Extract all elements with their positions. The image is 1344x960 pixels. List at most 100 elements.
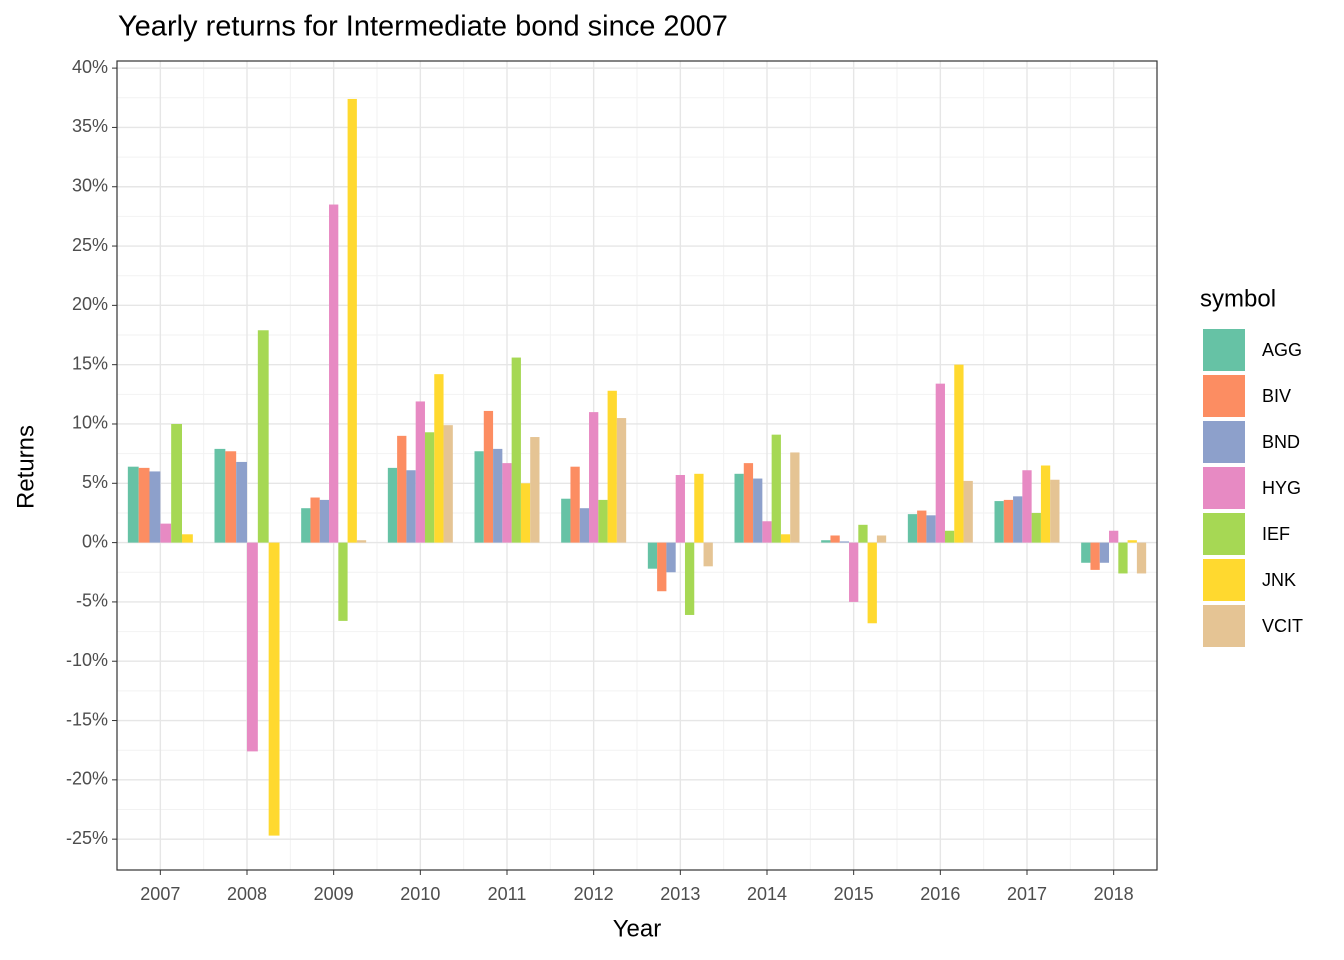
bar bbox=[1003, 499, 1014, 543]
bar bbox=[1081, 542, 1091, 563]
bar bbox=[666, 542, 676, 573]
legend-label: IEF bbox=[1262, 524, 1290, 544]
bar bbox=[1109, 530, 1119, 543]
x-tick-label: 2013 bbox=[660, 884, 700, 904]
bar bbox=[530, 437, 540, 543]
bar bbox=[149, 471, 161, 543]
bar bbox=[236, 461, 247, 543]
bar bbox=[703, 542, 713, 567]
bar bbox=[434, 374, 444, 543]
bar bbox=[589, 412, 599, 543]
bar bbox=[780, 534, 791, 543]
bar bbox=[790, 452, 800, 543]
bar bbox=[753, 478, 763, 543]
bar bbox=[1136, 542, 1147, 574]
plot-border bbox=[116, 60, 1158, 871]
bar bbox=[935, 383, 945, 543]
bar bbox=[415, 401, 425, 543]
bar bbox=[257, 330, 269, 543]
y-tick-label: 40% bbox=[72, 57, 108, 77]
bar bbox=[867, 542, 877, 624]
bar bbox=[734, 473, 744, 543]
bar bbox=[926, 515, 936, 543]
bar bbox=[1040, 465, 1051, 543]
bar bbox=[579, 508, 590, 543]
bar bbox=[994, 501, 1004, 543]
y-tick-label: -15% bbox=[66, 709, 108, 729]
bar bbox=[954, 364, 964, 543]
legend-key bbox=[1203, 605, 1245, 647]
x-tick-label: 2011 bbox=[488, 884, 527, 904]
bar bbox=[561, 498, 571, 543]
x-tick-label: 2014 bbox=[747, 884, 787, 904]
bar bbox=[821, 540, 831, 543]
bar bbox=[520, 483, 531, 543]
bar bbox=[511, 357, 521, 543]
bar bbox=[944, 530, 955, 543]
legend-label: BIV bbox=[1262, 386, 1291, 406]
bar bbox=[771, 434, 781, 543]
bar bbox=[694, 473, 704, 543]
bar bbox=[214, 448, 226, 543]
legend-key bbox=[1203, 467, 1245, 509]
bar bbox=[762, 521, 772, 543]
legend-label: JNK bbox=[1262, 570, 1296, 590]
y-tick-label: 20% bbox=[72, 294, 108, 314]
y-tick-label: -25% bbox=[66, 828, 108, 848]
legend-title: symbol bbox=[1200, 285, 1276, 312]
bar bbox=[570, 466, 580, 543]
x-tick-label: 2012 bbox=[574, 884, 614, 904]
bar bbox=[849, 542, 859, 602]
bar bbox=[474, 451, 484, 543]
y-tick-label: 30% bbox=[72, 175, 108, 195]
bar bbox=[858, 524, 868, 543]
bar bbox=[876, 535, 887, 543]
bar bbox=[356, 540, 367, 543]
bar bbox=[830, 535, 840, 543]
bar bbox=[1013, 496, 1023, 543]
y-axis-title: Returns bbox=[12, 425, 39, 509]
bar bbox=[1090, 542, 1100, 570]
bar bbox=[675, 474, 685, 543]
bar bbox=[127, 466, 139, 543]
bar bbox=[171, 423, 182, 543]
bar bbox=[225, 451, 237, 543]
bar bbox=[424, 432, 435, 543]
x-tick-label: 2015 bbox=[834, 884, 874, 904]
legend-key bbox=[1203, 375, 1245, 417]
bar bbox=[839, 541, 850, 543]
bar bbox=[347, 98, 357, 543]
legend-label: HYG bbox=[1262, 478, 1301, 498]
legend-label: VCIT bbox=[1262, 616, 1303, 636]
legend-label: BND bbox=[1262, 432, 1300, 452]
bar bbox=[301, 508, 311, 543]
x-tick-label: 2016 bbox=[920, 884, 960, 904]
bar bbox=[1118, 542, 1128, 574]
bar bbox=[493, 448, 503, 543]
y-tick-label: -10% bbox=[66, 650, 108, 670]
bar bbox=[1022, 470, 1032, 543]
bar bbox=[319, 499, 330, 543]
bar bbox=[387, 467, 398, 543]
bar bbox=[1099, 542, 1110, 563]
bar bbox=[647, 542, 658, 569]
bar bbox=[1031, 512, 1041, 543]
bar bbox=[598, 499, 608, 543]
bar bbox=[182, 534, 193, 543]
bar bbox=[616, 418, 627, 543]
bar bbox=[397, 435, 407, 543]
bar bbox=[907, 514, 918, 543]
bar bbox=[338, 542, 348, 621]
x-axis-title: Year bbox=[613, 915, 662, 942]
bar bbox=[607, 390, 617, 543]
bar bbox=[443, 425, 453, 543]
bar bbox=[963, 480, 973, 543]
y-tick-label: 25% bbox=[72, 235, 108, 255]
legend-key bbox=[1203, 421, 1245, 463]
bar bbox=[657, 542, 667, 592]
bar bbox=[917, 510, 927, 543]
bar bbox=[743, 463, 754, 543]
chart-title: Yearly returns for Intermediate bond sin… bbox=[118, 11, 728, 43]
bar bbox=[1050, 479, 1060, 543]
bar bbox=[1127, 540, 1137, 543]
